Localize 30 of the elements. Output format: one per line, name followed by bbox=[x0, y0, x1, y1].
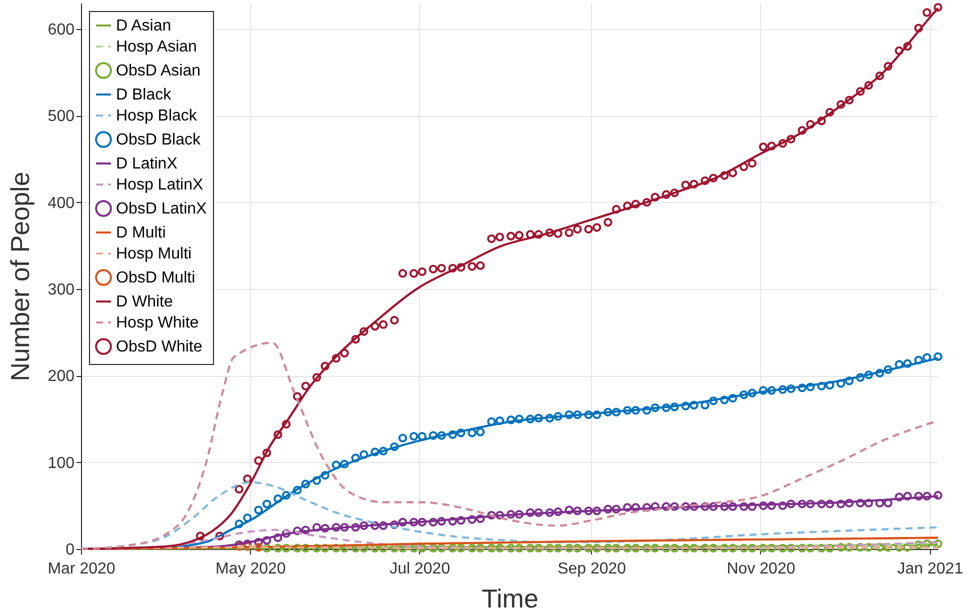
y-tick-label: 0 bbox=[66, 542, 75, 558]
legend-label: D Black bbox=[116, 86, 172, 104]
legend-label: ObsD Asian bbox=[116, 62, 200, 80]
legend-label: D LatinX bbox=[116, 156, 178, 172]
x-tick-label: Sep 2020 bbox=[558, 560, 626, 578]
legend-label: Hosp White bbox=[116, 314, 199, 332]
y-tick-label: 200 bbox=[48, 368, 75, 386]
legend-label: Hosp Asian bbox=[116, 38, 197, 56]
legend-label: D Multi bbox=[116, 224, 166, 242]
y-axis-title: Number of People bbox=[4, 172, 35, 382]
y-tick-label: 100 bbox=[48, 454, 75, 472]
x-tick-label: Mar 2020 bbox=[48, 560, 116, 578]
x-axis-title: Time bbox=[482, 584, 538, 611]
x-tick-label: May 2020 bbox=[216, 560, 286, 578]
legend-label: Hosp Black bbox=[116, 108, 198, 124]
x-tick-label: Jul 2020 bbox=[390, 560, 450, 578]
y-tick-label: 500 bbox=[48, 108, 75, 126]
legend-label: ObsD White bbox=[116, 338, 202, 356]
legend-label: ObsD LatinX bbox=[116, 200, 208, 218]
legend-label: ObsD Multi bbox=[116, 270, 196, 286]
legend-label: D White bbox=[116, 294, 173, 310]
legend-label: Hosp Multi bbox=[116, 246, 192, 262]
legend-label: Hosp LatinX bbox=[116, 176, 204, 194]
y-tick-label: 300 bbox=[48, 282, 75, 298]
x-tick-label: Jan 2021 bbox=[897, 560, 964, 578]
y-tick-label: 400 bbox=[48, 194, 75, 212]
x-tick-label: Nov 2020 bbox=[726, 560, 796, 578]
legend-label: ObsD Black bbox=[116, 132, 202, 148]
y-tick-label: 600 bbox=[48, 22, 75, 38]
legend-label: D Asian bbox=[116, 18, 172, 34]
